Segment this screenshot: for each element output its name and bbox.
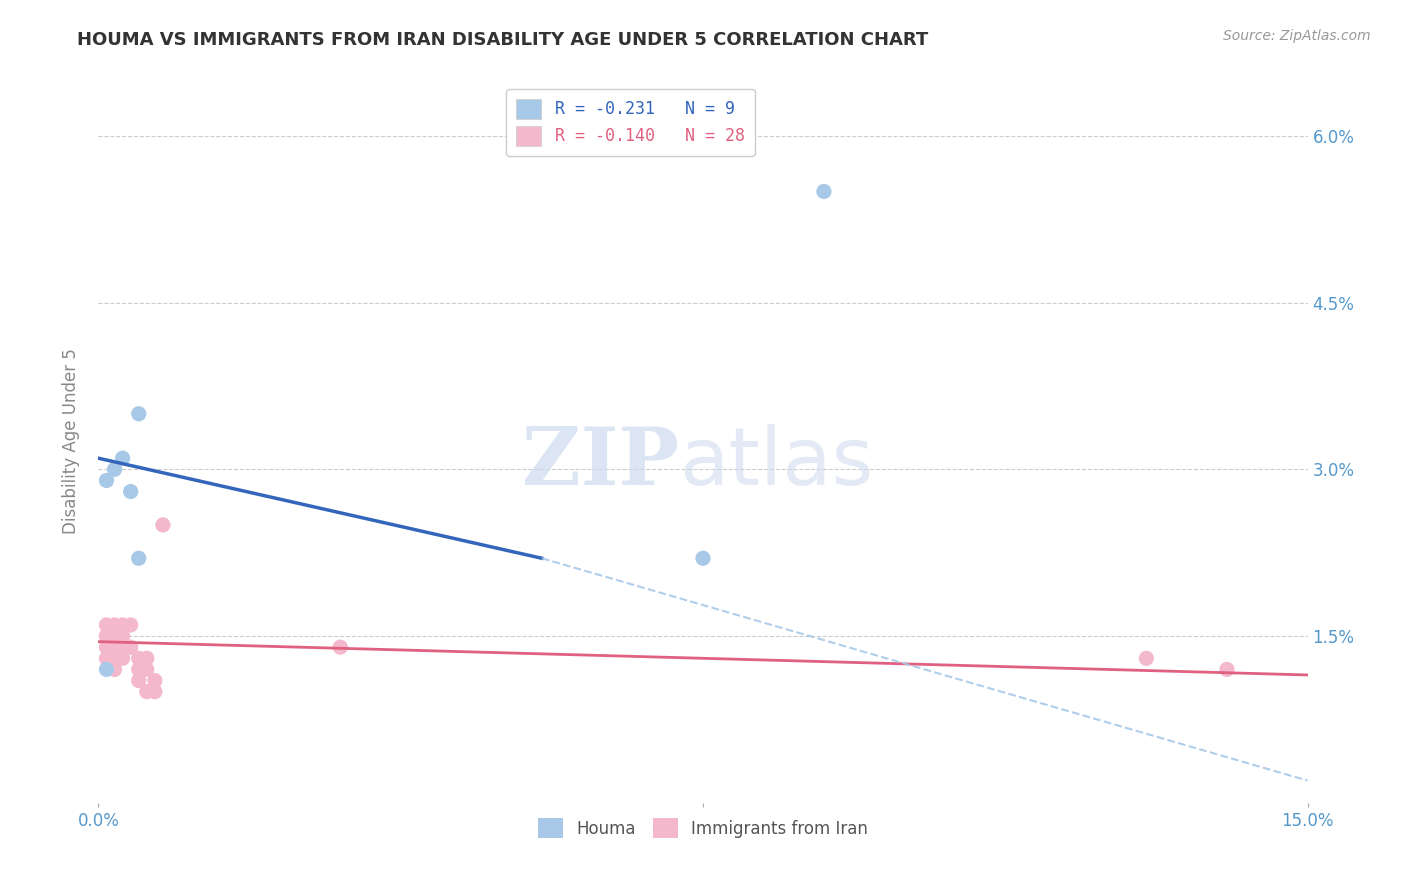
Text: ZIP: ZIP [522, 425, 679, 502]
Point [120, 640, 142, 655]
Point [103, 662, 125, 676]
Text: atlas: atlas [679, 425, 873, 502]
Point [128, 662, 150, 676]
Point [103, 462, 125, 476]
Point [1135, 651, 1157, 665]
Point [813, 185, 835, 199]
Point [128, 673, 150, 688]
Point [692, 551, 714, 566]
Point [135, 662, 157, 676]
Point [128, 551, 150, 566]
Point [96, 618, 118, 632]
Point [111, 451, 134, 466]
Legend: Houma, Immigrants from Iran: Houma, Immigrants from Iran [531, 812, 875, 845]
Point [135, 684, 157, 698]
Point [135, 651, 157, 665]
Point [111, 618, 134, 632]
Point [143, 673, 166, 688]
Text: HOUMA VS IMMIGRANTS FROM IRAN DISABILITY AGE UNDER 5 CORRELATION CHART: HOUMA VS IMMIGRANTS FROM IRAN DISABILITY… [77, 31, 928, 49]
Point [96, 629, 118, 643]
Y-axis label: Disability Age Under 5: Disability Age Under 5 [62, 349, 80, 534]
Point [103, 640, 125, 655]
Point [111, 651, 134, 665]
Point [143, 684, 166, 698]
Point [120, 484, 142, 499]
Point [103, 618, 125, 632]
Point [128, 651, 150, 665]
Point [103, 629, 125, 643]
Point [128, 407, 150, 421]
Point [96, 474, 118, 488]
Text: Source: ZipAtlas.com: Source: ZipAtlas.com [1223, 29, 1371, 43]
Point [120, 618, 142, 632]
Point [96, 651, 118, 665]
Point [96, 640, 118, 655]
Point [152, 517, 174, 532]
Point [96, 629, 118, 643]
Point [96, 662, 118, 676]
Point [111, 640, 134, 655]
Point [1216, 662, 1239, 676]
Point [111, 629, 134, 643]
Point [329, 640, 352, 655]
Point [103, 651, 125, 665]
